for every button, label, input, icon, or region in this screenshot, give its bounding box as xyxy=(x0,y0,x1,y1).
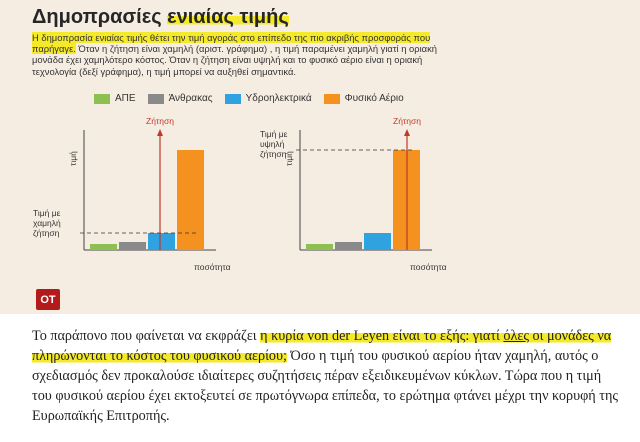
chart-2-demand-arrowhead xyxy=(404,129,410,136)
chart-2-xlabel: ποσότητα xyxy=(410,262,447,272)
chart-2-bar-2 xyxy=(335,242,362,250)
legend-swatch-res xyxy=(94,93,110,104)
legend-swatch-hydro xyxy=(224,93,241,104)
chart-1-bar-4 xyxy=(177,150,204,250)
legend-label-gas: Φυσικό Αέριο xyxy=(344,93,404,104)
legend-label-hydro: Υδροηλεκτρικά xyxy=(245,93,312,104)
chart-legend: ΑΠΕ Άνθρακας Υδροηλεκτρικά Φυσικό Αέριο xyxy=(94,93,404,104)
legend-item-coal: Άνθρακας xyxy=(147,93,213,104)
title-plain: Δημοπρασίες xyxy=(32,6,162,28)
chart-1-ylabel: τιμή xyxy=(68,151,78,166)
intro-rest: Όταν η ζήτηση είναι χαμηλή (αριστ. γράφη… xyxy=(32,43,438,77)
chart-1-bar-2 xyxy=(119,242,146,250)
infographic-title: Δημοπρασίες ενιαίας τιμής xyxy=(32,6,289,29)
article-text-1: Το παράπονο που φαίνεται να εκφράζει xyxy=(32,328,261,344)
chart-2-ylabel: τιμή xyxy=(284,151,294,166)
chart-1-demand-arrowhead xyxy=(157,129,163,136)
article-paragraph: Το παράπονο που φαίνεται να εκφράζει η κ… xyxy=(32,326,622,426)
chart-1-price-label-2: χαμηλή xyxy=(33,218,61,228)
chart-1-bar-3 xyxy=(148,233,175,250)
legend-swatch-coal xyxy=(147,93,164,104)
legend-label-coal: Άνθρακας xyxy=(168,93,213,104)
legend-item-res: ΑΠΕ xyxy=(94,93,136,104)
chart-1-bar-1 xyxy=(90,244,117,250)
chart-1-price-label-3: ζήτηση xyxy=(33,228,60,238)
legend-item-hydro: Υδροηλεκτρικά xyxy=(224,93,312,104)
chart-1-price-label-1: Τιμή με xyxy=(33,208,61,218)
article-highlight-underlined: όλες xyxy=(503,328,529,344)
legend-label-res: ΑΠΕ xyxy=(115,93,136,104)
article-highlight-1: η κυρία von der Leyen είναι το εξής: για… xyxy=(260,328,504,344)
legend-swatch-gas xyxy=(323,93,340,104)
chart-2-bar-3 xyxy=(364,233,391,250)
infographic: Δημοπρασίες ενιαίας τιμής Η δημοπρασία ε… xyxy=(0,0,640,314)
chart-1-demand-label: Ζήτηση xyxy=(146,116,174,126)
chart-2-bar-1 xyxy=(306,244,333,250)
chart-2-price-label-1: Τιμή με xyxy=(260,129,288,139)
chart-2-price-label-2: υψηλή xyxy=(260,139,285,149)
chart-1-xlabel: ποσότητα xyxy=(194,262,231,272)
chart-2-price-label-3: ζήτηση xyxy=(260,149,287,159)
title-highlight: ενιαίας τιμής xyxy=(167,6,289,28)
intro-text: Η δημοπρασία ενιαίας τιμής θέτει την τιμ… xyxy=(32,32,457,77)
publisher-logo[interactable]: OT xyxy=(36,289,60,310)
chart-2-demand-label: Ζήτηση xyxy=(393,116,421,126)
legend-item-gas: Φυσικό Αέριο xyxy=(323,93,404,104)
article-text-2: Όσο η τιμή του φυσικού αερίου ήταν χαμηλ… xyxy=(32,348,618,424)
